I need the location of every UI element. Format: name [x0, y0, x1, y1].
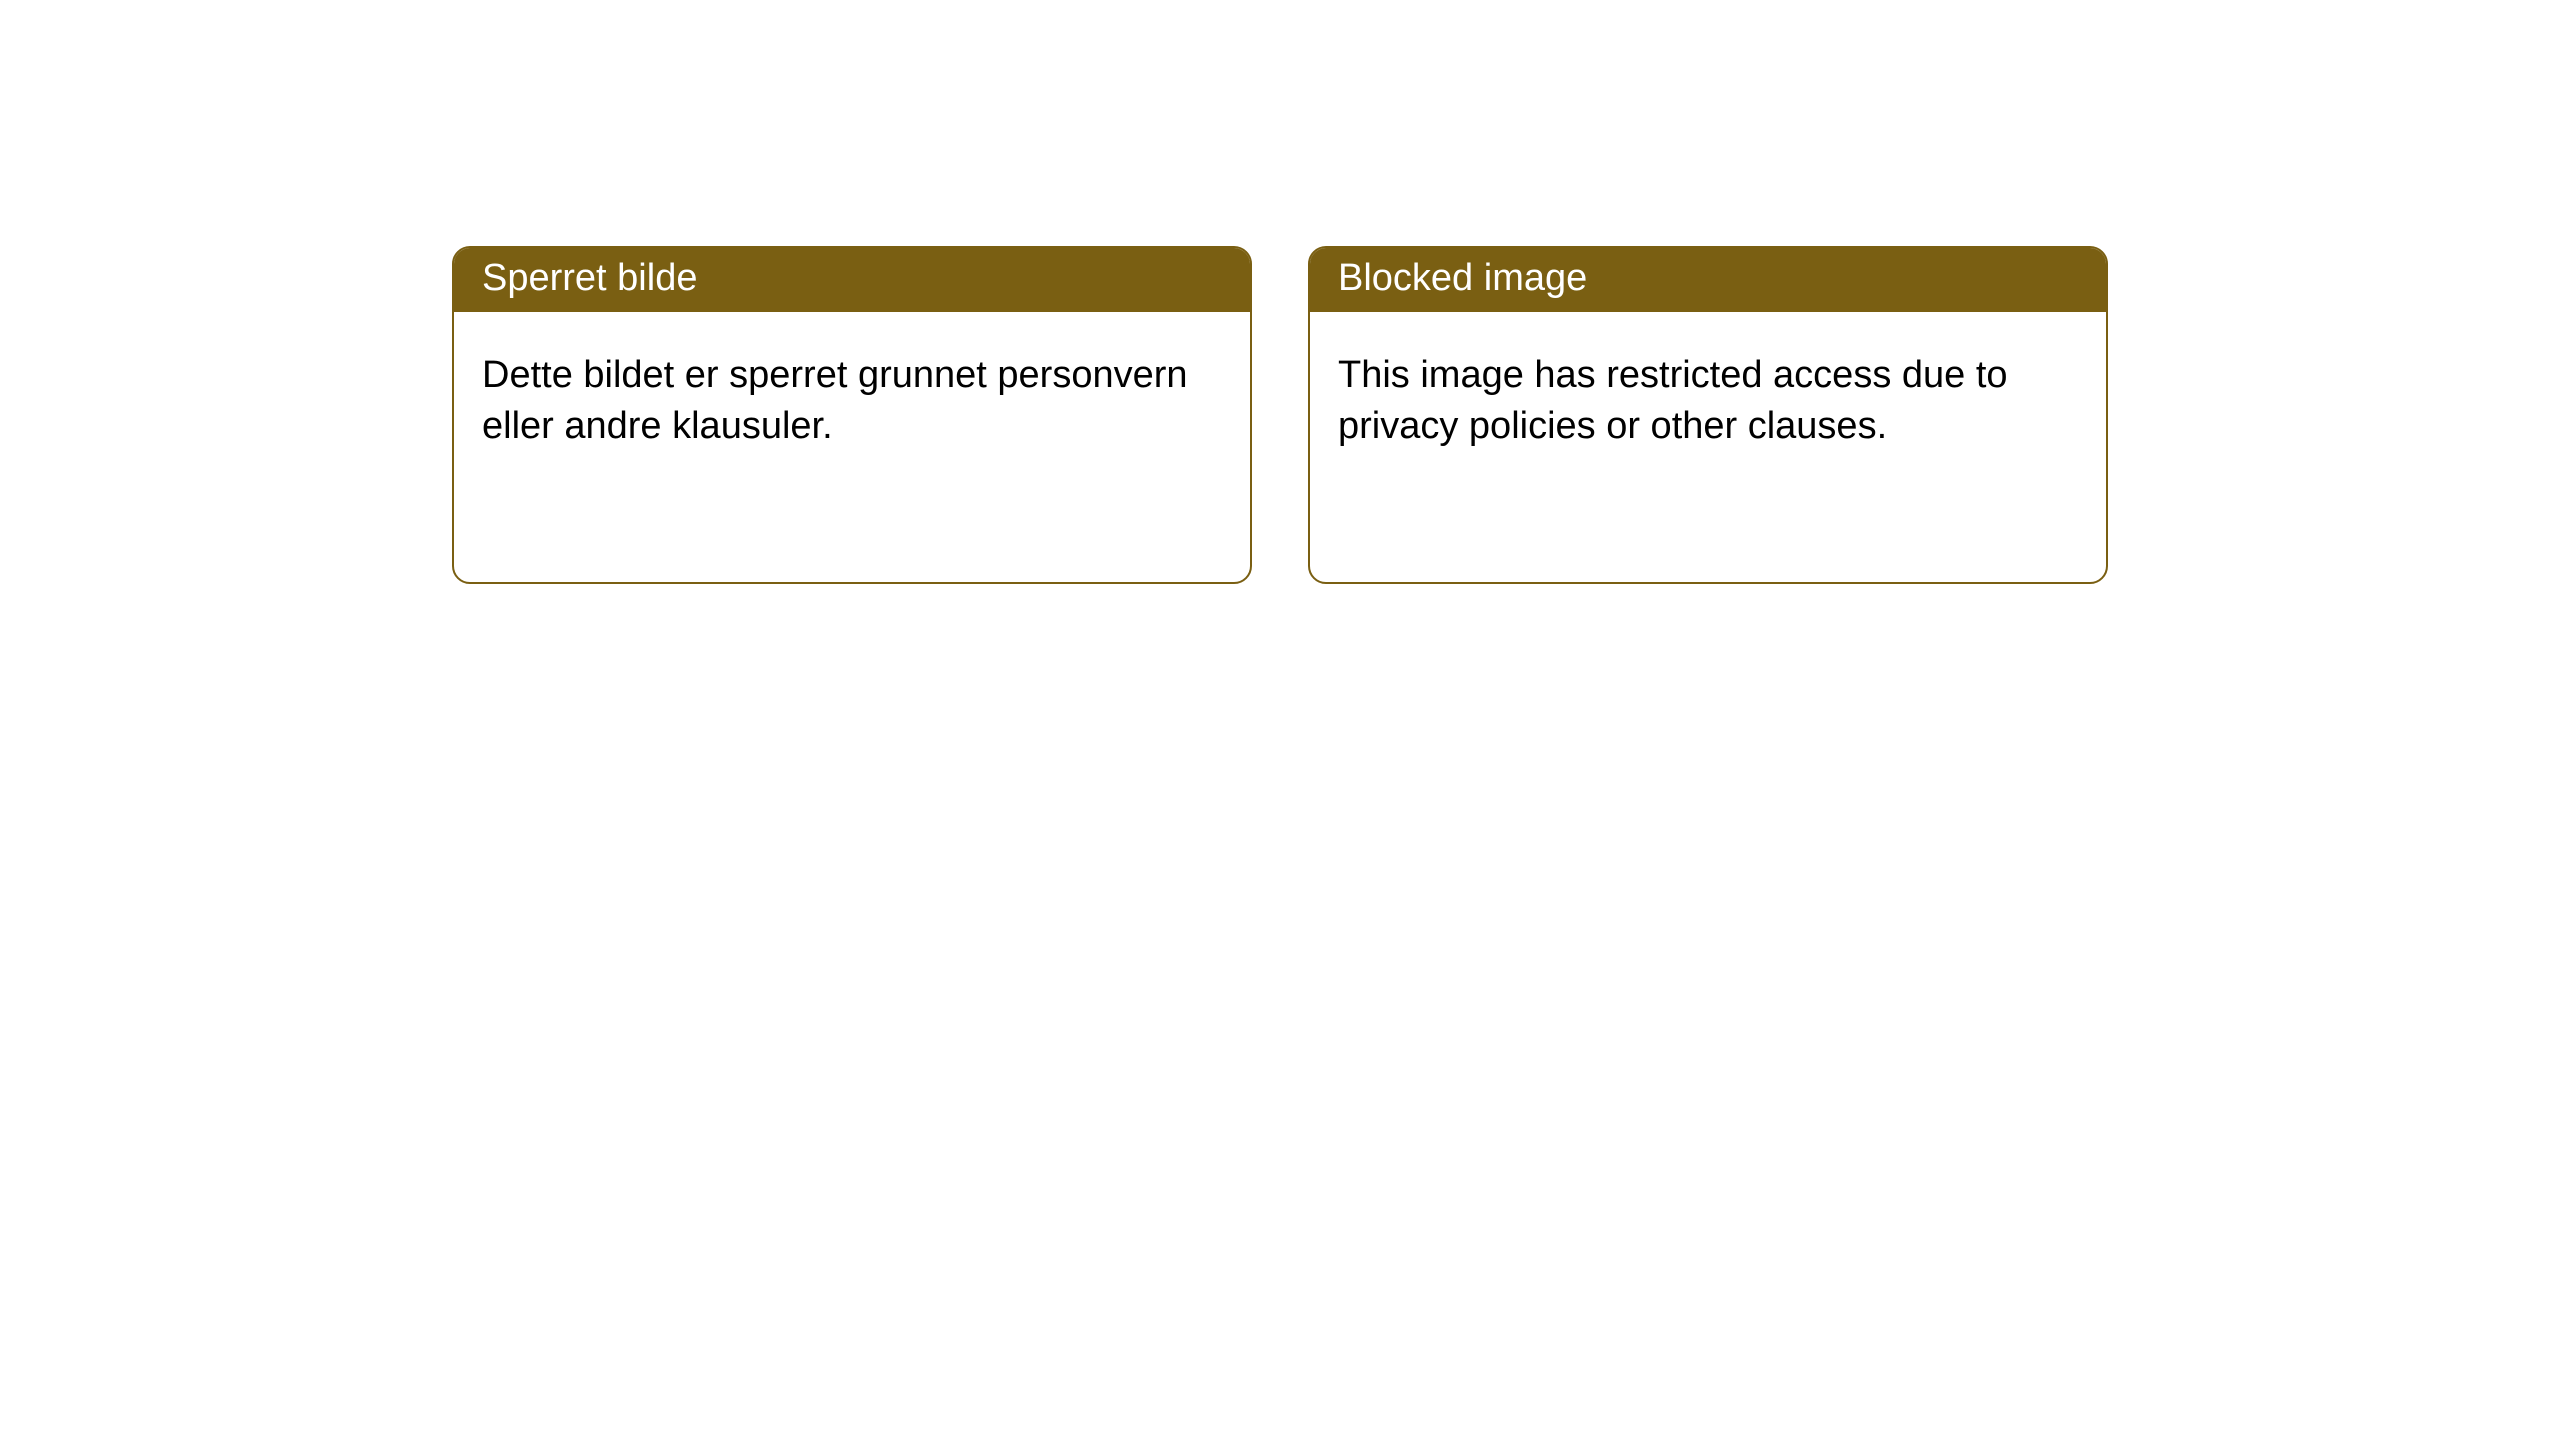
notice-card-norwegian: Sperret bilde Dette bildet er sperret gr… [452, 246, 1252, 584]
notice-card-english: Blocked image This image has restricted … [1308, 246, 2108, 584]
notice-header: Sperret bilde [454, 248, 1250, 312]
notice-header: Blocked image [1310, 248, 2106, 312]
notice-container: Sperret bilde Dette bildet er sperret gr… [0, 0, 2560, 584]
notice-body: This image has restricted access due to … [1310, 312, 2106, 491]
notice-body: Dette bildet er sperret grunnet personve… [454, 312, 1250, 491]
